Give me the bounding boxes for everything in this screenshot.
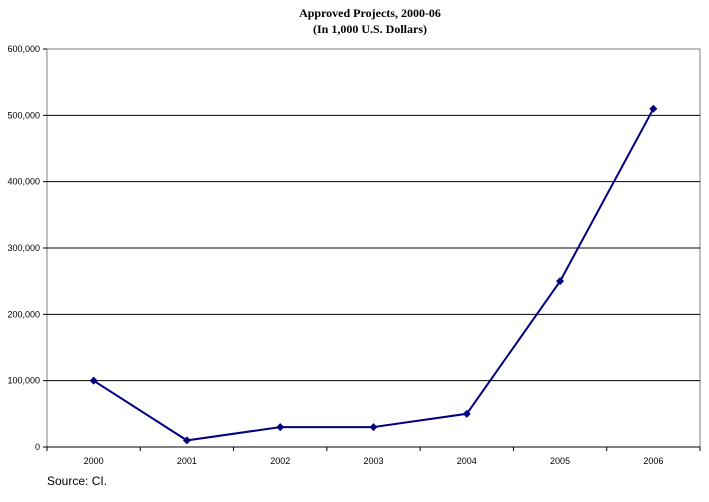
chart-subtitle: (In 1,000 U.S. Dollars)	[313, 22, 427, 36]
series-markers	[89, 104, 658, 445]
data-point	[182, 436, 191, 445]
x-tick-label: 2004	[457, 456, 477, 466]
data-point	[276, 423, 285, 432]
y-tick-label: 0	[35, 442, 40, 452]
data-point	[369, 423, 378, 432]
x-axis: 2000 2001 2002 2003 2004 2005 2006	[46, 446, 701, 466]
gridlines	[47, 114, 700, 382]
y-tick-label: 500,000	[7, 110, 40, 120]
source-note: Source: CI.	[47, 474, 108, 488]
chart-title: Approved Projects, 2000-06	[299, 6, 441, 20]
x-tick-label: 2000	[84, 456, 104, 466]
data-point	[649, 104, 658, 113]
data-point	[556, 277, 565, 286]
x-tick-label: 2002	[270, 456, 290, 466]
y-tick-label: 300,000	[7, 243, 40, 253]
data-point	[462, 409, 471, 418]
y-tick-label: 400,000	[7, 177, 40, 187]
y-tick-label: 200,000	[7, 309, 40, 319]
y-tick-label: 100,000	[7, 376, 40, 386]
data-point	[89, 376, 98, 385]
y-tick-label: 600,000	[7, 44, 40, 54]
line-chart: Approved Projects, 2000-06 (In 1,000 U.S…	[7, 6, 701, 466]
x-tick-label: 2003	[363, 456, 383, 466]
x-tick-label: 2006	[643, 456, 663, 466]
y-axis: 0 100,000 200,000 300,000 400,000 500,000 600,…	[7, 44, 47, 452]
x-tick-label: 2001	[177, 456, 197, 466]
x-tick-label: 2005	[550, 456, 570, 466]
